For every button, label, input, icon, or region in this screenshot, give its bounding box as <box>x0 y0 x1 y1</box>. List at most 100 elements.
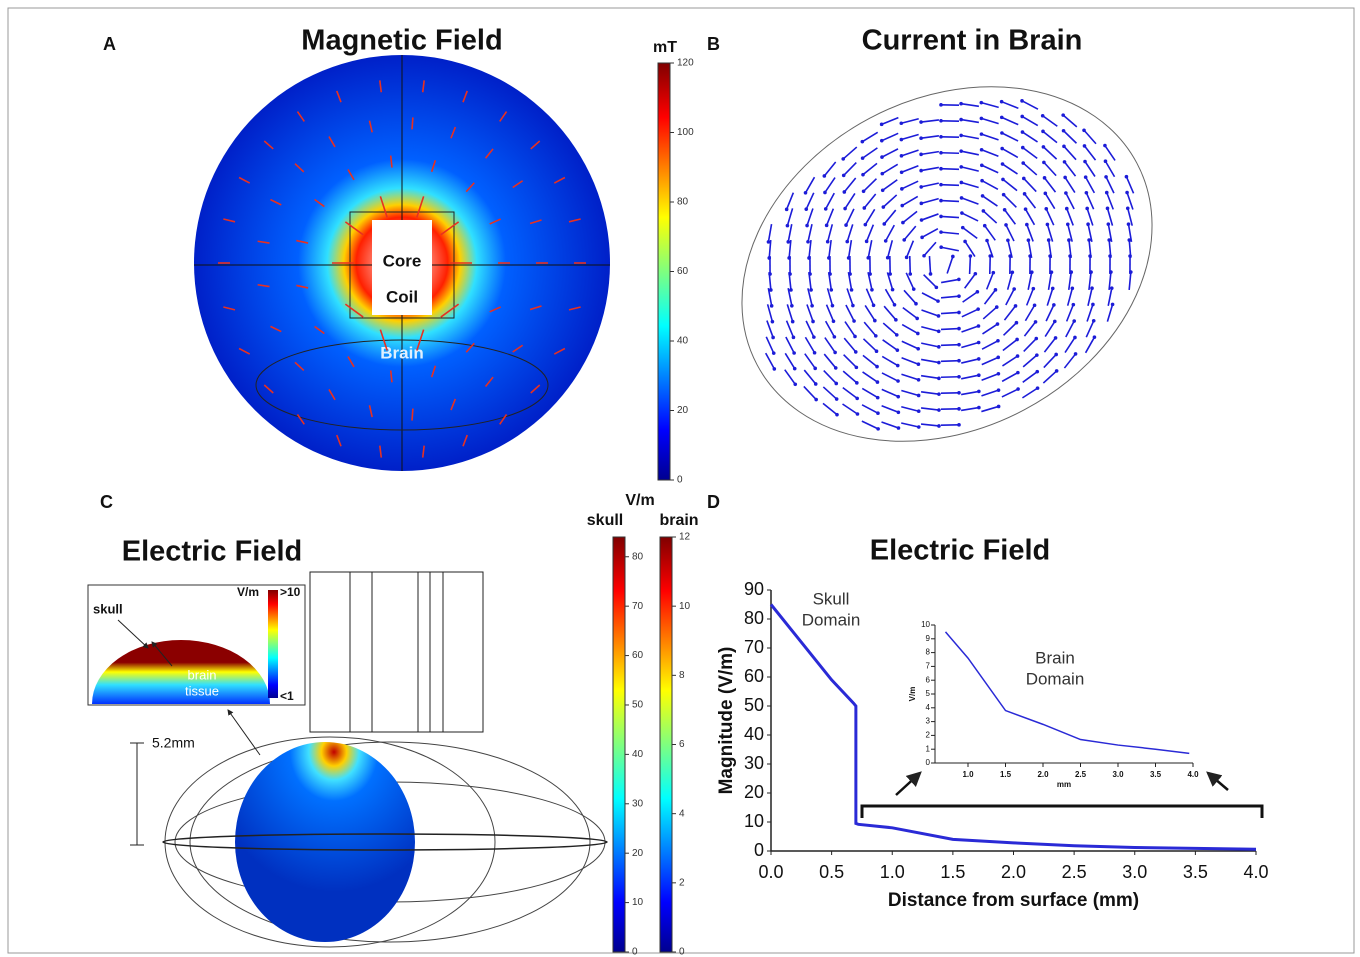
current-arrow <box>805 337 814 352</box>
current-arrow-head <box>861 140 865 144</box>
current-arrow-head <box>854 350 858 354</box>
current-arrow-head <box>1000 100 1004 104</box>
current-arrow <box>884 306 896 320</box>
current-arrow-head <box>880 139 884 143</box>
current-arrow <box>864 194 875 208</box>
current-arrow-head <box>1069 270 1073 274</box>
current-arrow <box>1106 177 1114 193</box>
current-arrow <box>961 182 978 187</box>
current-arrow-head <box>988 254 992 258</box>
current-arrow <box>1063 115 1077 127</box>
field-arrow <box>412 117 413 129</box>
current-arrow <box>941 185 959 186</box>
current-arrow-head <box>829 288 833 292</box>
current-arrow <box>845 193 855 208</box>
y-tick-label: 80 <box>744 608 764 628</box>
panel-title: Electric Field <box>122 536 303 568</box>
current-arrow-head <box>939 215 943 219</box>
current-arrow-head <box>1041 130 1045 134</box>
current-arrow <box>941 296 959 298</box>
panel-label: B <box>707 34 720 54</box>
current-arrow-head <box>959 134 963 138</box>
y-tick-label: 9 <box>926 634 931 643</box>
current-arrow <box>1022 101 1038 109</box>
current-arrow-head <box>1068 254 1072 258</box>
current-arrow-head <box>917 425 921 429</box>
current-arrow-head <box>937 314 941 318</box>
current-arrow-head <box>939 199 943 203</box>
current-arrow <box>1105 161 1114 177</box>
current-arrow <box>1086 177 1095 193</box>
colorbar-tick-label: 70 <box>632 601 644 612</box>
current-arrow-head <box>853 335 857 339</box>
y-tick-label: 4 <box>926 703 931 712</box>
current-arrow-head <box>1127 222 1131 226</box>
current-arrow-head <box>992 271 996 275</box>
brain-sphere <box>235 742 415 942</box>
current-arrow-head <box>861 156 865 160</box>
current-arrow-head <box>1015 338 1019 342</box>
current-arrow-head <box>919 136 923 140</box>
current-arrow <box>824 371 837 384</box>
current-arrow <box>844 178 855 192</box>
figure: A Magnetic Field Core Coil Brain mT B Cu… <box>0 0 1360 957</box>
current-arrow-head <box>814 398 818 402</box>
current-arrow-head <box>855 381 859 385</box>
current-arrow <box>882 133 898 140</box>
current-arrow <box>962 198 979 204</box>
current-arrow <box>921 183 939 187</box>
current-arrow <box>804 386 816 399</box>
current-arrow <box>941 329 959 330</box>
current-arrow <box>947 256 953 273</box>
current-arrow-head <box>814 382 818 386</box>
current-arrow <box>864 179 877 192</box>
current-arrow <box>1002 102 1019 109</box>
current-arrow-head <box>1086 222 1090 226</box>
current-arrow-head <box>957 359 961 363</box>
current-arrow-head <box>1016 371 1020 375</box>
annotation: Coil <box>386 287 418 306</box>
current-arrow-head <box>957 391 961 395</box>
current-arrow <box>766 337 773 353</box>
current-arrow-head <box>826 240 830 244</box>
current-arrow-head <box>908 272 912 276</box>
page: {"panels":{ "a":{"label":"A","title":"Ma… <box>0 0 1360 957</box>
x-tick-label: 3.5 <box>1150 770 1162 779</box>
colorbar <box>613 537 625 952</box>
current-arrow-head <box>1105 191 1109 195</box>
current-arrow-head <box>980 117 984 121</box>
current-arrow-head <box>1129 270 1133 274</box>
current-arrow <box>961 343 978 348</box>
current-arrow <box>1108 288 1112 306</box>
panel-title: Current in Brain <box>862 25 1083 57</box>
current-arrow-head <box>963 240 967 244</box>
current-arrow <box>1004 323 1017 336</box>
y-tick-label: 70 <box>744 637 764 657</box>
annotation: Brain <box>1035 648 1075 667</box>
current-arrow <box>785 353 794 368</box>
x-tick-label: 0.5 <box>819 862 844 882</box>
current-arrow-head <box>959 118 963 122</box>
y-axis-label: V/m <box>908 687 917 702</box>
current-arrow <box>883 323 897 335</box>
current-arrow <box>846 305 854 321</box>
current-arrow-head <box>1072 303 1076 307</box>
colorbar-tick-label: 20 <box>632 848 644 859</box>
current-arrow-head <box>1023 192 1027 196</box>
current-arrow <box>941 345 959 346</box>
current-arrow <box>961 120 979 123</box>
current-arrow-head <box>773 367 777 371</box>
current-arrow <box>1065 177 1075 192</box>
current-arrow-head <box>1016 354 1020 358</box>
current-arrow <box>921 359 939 362</box>
current-arrow-head <box>976 307 980 311</box>
panel-title: Magnetic Field <box>301 25 502 57</box>
current-arrow <box>941 201 959 202</box>
current-arrow-head <box>937 361 941 365</box>
current-arrow-head <box>917 378 921 382</box>
current-arrow-head <box>1022 177 1026 181</box>
x-tick-label: 0.0 <box>758 862 783 882</box>
current-arrow <box>843 388 857 399</box>
x-tick-label: 3.0 <box>1122 862 1147 882</box>
current-arrow <box>1044 354 1056 367</box>
